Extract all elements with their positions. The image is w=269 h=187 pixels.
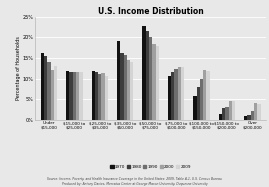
- Bar: [130, 62, 133, 120]
- Bar: [117, 41, 120, 120]
- Bar: [232, 101, 235, 120]
- Bar: [149, 37, 152, 120]
- Bar: [98, 74, 101, 120]
- Bar: [69, 72, 73, 120]
- Bar: [66, 71, 69, 120]
- Bar: [203, 70, 206, 120]
- Bar: [222, 108, 225, 120]
- Bar: [91, 71, 95, 120]
- Bar: [171, 72, 174, 120]
- Bar: [247, 115, 251, 120]
- Bar: [155, 46, 159, 120]
- Bar: [168, 76, 171, 120]
- Bar: [200, 79, 203, 120]
- Bar: [76, 72, 79, 120]
- Bar: [206, 71, 210, 120]
- Bar: [244, 116, 247, 120]
- Bar: [105, 76, 108, 120]
- Bar: [101, 73, 105, 120]
- Bar: [146, 31, 149, 120]
- Bar: [251, 111, 254, 120]
- Bar: [54, 66, 57, 120]
- Text: Source: Income, Poverty, and Health Insurance Coverage in the United States: 200: Source: Income, Poverty, and Health Insu…: [47, 177, 222, 186]
- Bar: [79, 72, 83, 120]
- Bar: [174, 69, 178, 120]
- Bar: [229, 101, 232, 120]
- Legend: 1970, 1980, 1990, 2000, 2009: 1970, 1980, 1990, 2000, 2009: [109, 164, 193, 171]
- Bar: [142, 26, 146, 120]
- Bar: [120, 53, 123, 120]
- Bar: [178, 67, 181, 120]
- Bar: [225, 107, 229, 120]
- Bar: [181, 67, 184, 120]
- Bar: [254, 103, 257, 120]
- Bar: [47, 62, 51, 120]
- Bar: [197, 87, 200, 120]
- Bar: [51, 70, 54, 120]
- Bar: [41, 53, 44, 120]
- Bar: [44, 56, 47, 120]
- Bar: [123, 55, 127, 120]
- Title: U.S. Income Distribution: U.S. Income Distribution: [98, 7, 204, 16]
- Bar: [193, 96, 197, 120]
- Bar: [95, 72, 98, 120]
- Bar: [257, 104, 261, 120]
- Bar: [219, 114, 222, 120]
- Y-axis label: Percentage of Households: Percentage of Households: [16, 36, 21, 100]
- Bar: [152, 44, 155, 120]
- Bar: [127, 60, 130, 120]
- Bar: [73, 72, 76, 120]
